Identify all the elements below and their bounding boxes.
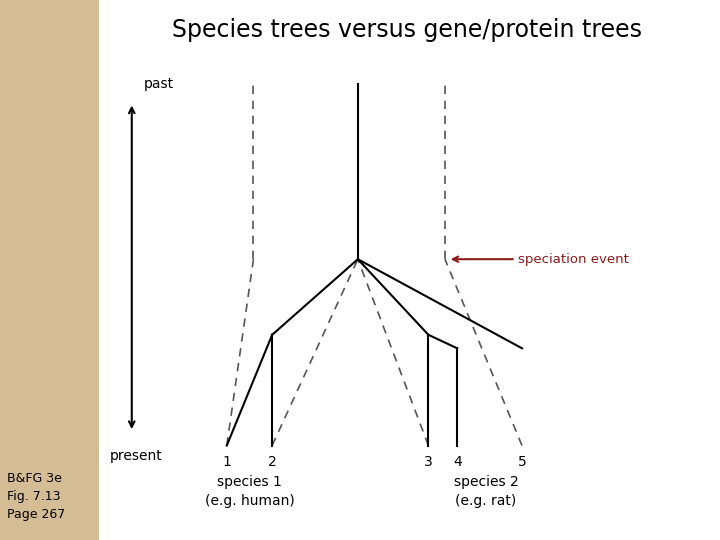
FancyBboxPatch shape: [0, 0, 99, 540]
Text: species 2
(e.g. rat): species 2 (e.g. rat): [454, 475, 518, 508]
Text: past: past: [144, 77, 174, 91]
Text: species 1
(e.g. human): species 1 (e.g. human): [205, 475, 294, 508]
Text: present: present: [109, 449, 162, 463]
Text: Species trees versus gene/protein trees: Species trees versus gene/protein trees: [172, 18, 642, 42]
Text: 4: 4: [453, 455, 462, 469]
Text: speciation event: speciation event: [453, 253, 629, 266]
Text: 3: 3: [424, 455, 433, 469]
Text: 5: 5: [518, 455, 526, 469]
Text: 1: 1: [222, 455, 231, 469]
Text: B&FG 3e
Fig. 7.13
Page 267: B&FG 3e Fig. 7.13 Page 267: [7, 472, 66, 521]
Text: 2: 2: [268, 455, 276, 469]
